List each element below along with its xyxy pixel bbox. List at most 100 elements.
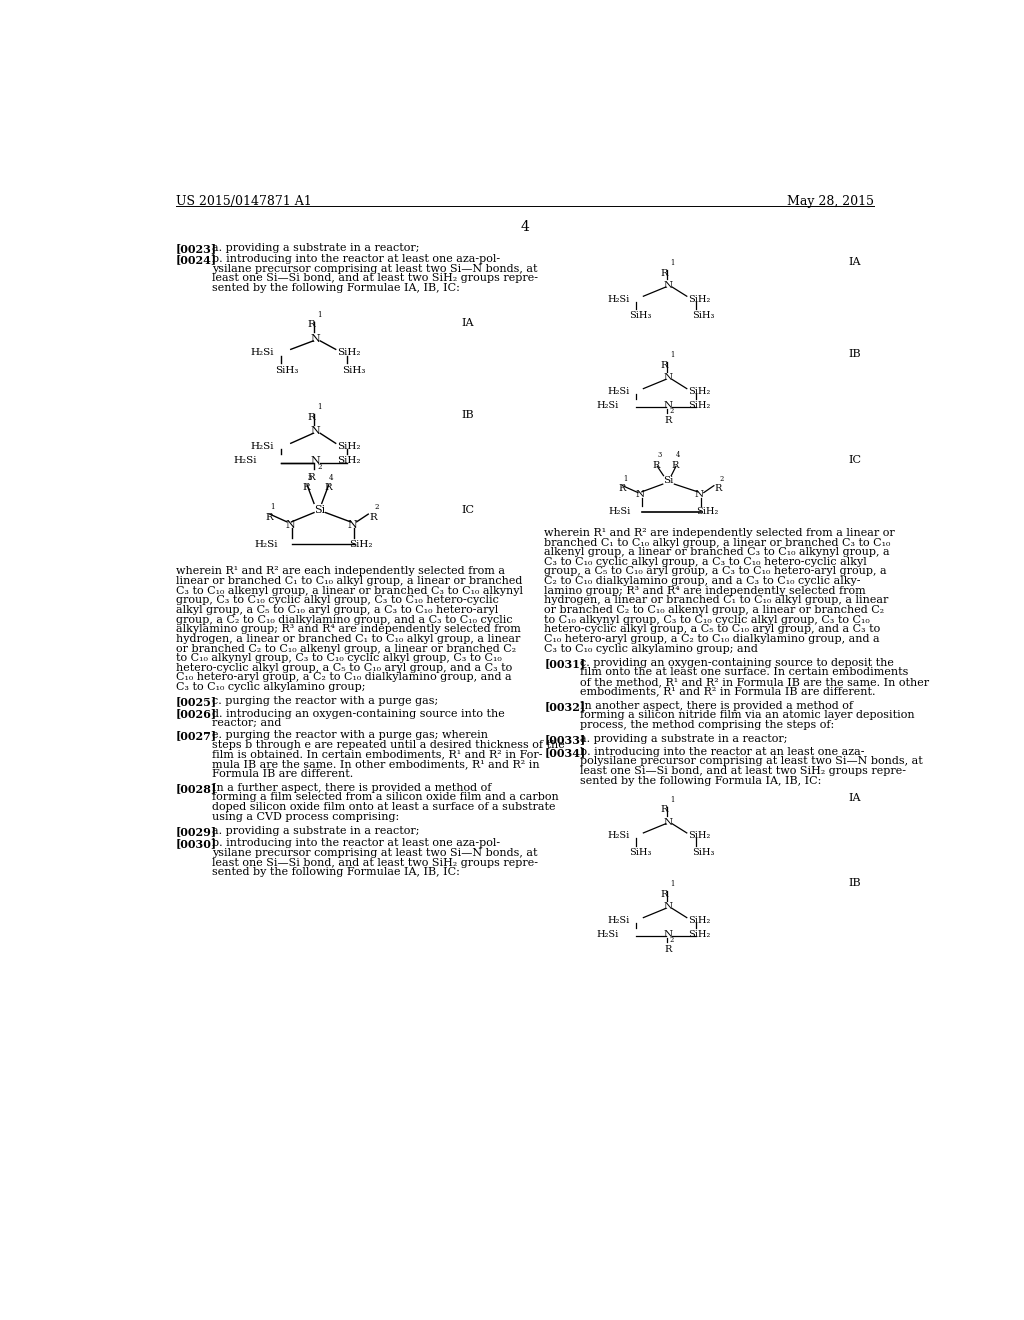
Text: R: R bbox=[672, 461, 679, 470]
Text: a. providing a substrate in a reactor;: a. providing a substrate in a reactor; bbox=[580, 734, 787, 744]
Text: alkenyl group, a linear or branched C₃ to C₁₀ alkynyl group, a: alkenyl group, a linear or branched C₃ t… bbox=[544, 548, 890, 557]
Text: 1: 1 bbox=[670, 259, 674, 267]
Text: 1: 1 bbox=[624, 475, 628, 483]
Text: In a further aspect, there is provided a method of: In a further aspect, there is provided a… bbox=[212, 783, 492, 793]
Text: Formula IB are different.: Formula IB are different. bbox=[212, 768, 353, 779]
Text: R: R bbox=[370, 512, 378, 521]
Text: SiH₃: SiH₃ bbox=[630, 847, 652, 857]
Text: 1: 1 bbox=[317, 403, 322, 411]
Text: R: R bbox=[308, 321, 315, 329]
Text: 1: 1 bbox=[670, 880, 674, 888]
Text: embodiments, R¹ and R² in Formula IB are different.: embodiments, R¹ and R² in Formula IB are… bbox=[580, 686, 876, 697]
Text: N: N bbox=[664, 374, 673, 383]
Text: R: R bbox=[660, 360, 668, 370]
Text: May 28, 2015: May 28, 2015 bbox=[786, 195, 873, 209]
Text: R: R bbox=[265, 512, 273, 521]
Text: [0028]: [0028] bbox=[176, 783, 217, 793]
Text: IB: IB bbox=[849, 350, 861, 359]
Text: IA: IA bbox=[461, 318, 474, 327]
Text: [0023]: [0023] bbox=[176, 243, 217, 255]
Text: [0033]: [0033] bbox=[544, 734, 586, 746]
Text: H₂Si: H₂Si bbox=[607, 832, 630, 841]
Text: [0029]: [0029] bbox=[176, 826, 217, 837]
Text: R: R bbox=[308, 473, 315, 482]
Text: mula IB are the same. In other embodiments, R¹ and R² in: mula IB are the same. In other embodimen… bbox=[212, 759, 540, 770]
Text: US 2015/0147871 A1: US 2015/0147871 A1 bbox=[176, 195, 311, 209]
Text: IC: IC bbox=[461, 506, 474, 515]
Text: alkyl group, a C₅ to C₁₀ aryl group, a C₃ to C₁₀ hetero-aryl: alkyl group, a C₅ to C₁₀ aryl group, a C… bbox=[176, 605, 499, 615]
Text: hetero-cyclic alkyl group, a C₅ to C₁₀ aryl group, and a C₃ to: hetero-cyclic alkyl group, a C₅ to C₁₀ a… bbox=[544, 624, 881, 634]
Text: 1: 1 bbox=[670, 796, 674, 804]
Text: [0031]: [0031] bbox=[544, 657, 586, 669]
Text: forming a silicon nitride film via an atomic layer deposition: forming a silicon nitride film via an at… bbox=[580, 710, 914, 721]
Text: C₂ to C₁₀ dialkylamino group, and a C₃ to C₁₀ cyclic alky-: C₂ to C₁₀ dialkylamino group, and a C₃ t… bbox=[544, 576, 861, 586]
Text: b. introducing into the reactor at an least one aza-: b. introducing into the reactor at an le… bbox=[580, 747, 864, 756]
Text: 4: 4 bbox=[329, 474, 333, 482]
Text: 2: 2 bbox=[719, 475, 724, 483]
Text: SiH₂: SiH₂ bbox=[688, 387, 711, 396]
Text: process, the method comprising the steps of:: process, the method comprising the steps… bbox=[580, 721, 835, 730]
Text: N: N bbox=[311, 334, 321, 345]
Text: C₃ to C₁₀ cyclic alkyl group, a C₃ to C₁₀ hetero-cyclic alkyl: C₃ to C₁₀ cyclic alkyl group, a C₃ to C₁… bbox=[544, 557, 867, 566]
Text: doped silicon oxide film onto at least a surface of a substrate: doped silicon oxide film onto at least a… bbox=[212, 803, 555, 812]
Text: sented by the following Formulae IA, IB, IC:: sented by the following Formulae IA, IB,… bbox=[212, 867, 460, 878]
Text: IB: IB bbox=[461, 411, 474, 420]
Text: lamino group; R³ and R⁴ are independently selected from: lamino group; R³ and R⁴ are independentl… bbox=[544, 586, 866, 595]
Text: [0026]: [0026] bbox=[176, 709, 217, 719]
Text: N: N bbox=[347, 520, 357, 531]
Text: least one Si—Si bond, and at least two SiH₂ groups repre-: least one Si—Si bond, and at least two S… bbox=[212, 273, 538, 282]
Text: H₂Si: H₂Si bbox=[250, 348, 273, 356]
Text: R: R bbox=[652, 461, 660, 470]
Text: b. introducing into the reactor at least one aza-pol-: b. introducing into the reactor at least… bbox=[212, 838, 500, 849]
Text: N: N bbox=[694, 490, 703, 499]
Text: group, a C₅ to C₁₀ aryl group, a C₃ to C₁₀ hetero-aryl group, a: group, a C₅ to C₁₀ aryl group, a C₃ to C… bbox=[544, 566, 887, 577]
Text: SiH₂: SiH₂ bbox=[349, 540, 373, 549]
Text: R: R bbox=[324, 483, 332, 492]
Text: C₁₀ hetero-aryl group, a C₂ to C₁₀ dialkylamino group, and a: C₁₀ hetero-aryl group, a C₂ to C₁₀ dialk… bbox=[544, 634, 880, 644]
Text: SiH₂: SiH₂ bbox=[688, 916, 711, 925]
Text: [0034]: [0034] bbox=[544, 747, 586, 758]
Text: H₂Si: H₂Si bbox=[250, 442, 273, 450]
Text: IA: IA bbox=[849, 257, 861, 267]
Text: SiH₃: SiH₃ bbox=[692, 312, 715, 319]
Text: film onto the at least one surface. In certain embodiments: film onto the at least one surface. In c… bbox=[580, 668, 908, 677]
Text: c. purging the reactor with a purge gas;: c. purging the reactor with a purge gas; bbox=[212, 696, 438, 706]
Text: SiH₂: SiH₂ bbox=[688, 294, 711, 304]
Text: 1: 1 bbox=[317, 310, 322, 318]
Text: [0025]: [0025] bbox=[176, 696, 217, 708]
Text: a. providing a substrate in a reactor;: a. providing a substrate in a reactor; bbox=[212, 243, 419, 253]
Text: SiH₃: SiH₃ bbox=[630, 312, 652, 319]
Text: 2: 2 bbox=[670, 936, 674, 944]
Text: R: R bbox=[660, 890, 668, 899]
Text: SiH₂: SiH₂ bbox=[688, 832, 711, 841]
Text: R: R bbox=[665, 416, 672, 425]
Text: SiH₂: SiH₂ bbox=[337, 348, 360, 356]
Text: In another aspect, there is provided a method of: In another aspect, there is provided a m… bbox=[580, 701, 853, 711]
Text: group, C₃ to C₁₀ cyclic alkyl group, C₃ to C₁₀ hetero-cyclic: group, C₃ to C₁₀ cyclic alkyl group, C₃ … bbox=[176, 595, 499, 606]
Text: d. introducing an oxygen-containing source into the: d. introducing an oxygen-containing sour… bbox=[212, 709, 505, 718]
Text: 4: 4 bbox=[520, 220, 529, 234]
Text: sented by the following Formula IA, IB, IC:: sented by the following Formula IA, IB, … bbox=[580, 776, 821, 785]
Text: SiH₂: SiH₂ bbox=[337, 442, 360, 450]
Text: reactor; and: reactor; and bbox=[212, 718, 281, 729]
Text: SiH₃: SiH₃ bbox=[275, 366, 299, 375]
Text: hetero-cyclic alkyl group, a C₅ to C₁₀ aryl group, and a C₃ to: hetero-cyclic alkyl group, a C₅ to C₁₀ a… bbox=[176, 663, 512, 673]
Text: b. introducing into the reactor at least one aza-pol-: b. introducing into the reactor at least… bbox=[212, 253, 500, 264]
Text: N: N bbox=[664, 401, 673, 411]
Text: or branched C₂ to C₁₀ alkenyl group, a linear or branched C₂: or branched C₂ to C₁₀ alkenyl group, a l… bbox=[544, 605, 885, 615]
Text: 4: 4 bbox=[676, 451, 680, 459]
Text: [0027]: [0027] bbox=[176, 730, 217, 741]
Text: H₂Si: H₂Si bbox=[607, 387, 630, 396]
Text: R: R bbox=[308, 412, 315, 421]
Text: least one Si—Si bond, and at least two SiH₂ groups repre-: least one Si—Si bond, and at least two S… bbox=[580, 766, 906, 776]
Text: H₂Si: H₂Si bbox=[233, 455, 257, 465]
Text: Si: Si bbox=[314, 506, 326, 515]
Text: N: N bbox=[636, 490, 645, 499]
Text: R: R bbox=[660, 805, 668, 814]
Text: using a CVD process comprising:: using a CVD process comprising: bbox=[212, 812, 399, 822]
Text: ysilane precursor comprising at least two Si—N bonds, at: ysilane precursor comprising at least tw… bbox=[212, 264, 538, 273]
Text: C₃ to C₁₀ alkenyl group, a linear or branched C₃ to C₁₀ alkynyl: C₃ to C₁₀ alkenyl group, a linear or bra… bbox=[176, 586, 523, 595]
Text: IB: IB bbox=[849, 878, 861, 887]
Text: SiH₂: SiH₂ bbox=[688, 929, 711, 939]
Text: [0024]: [0024] bbox=[176, 253, 217, 265]
